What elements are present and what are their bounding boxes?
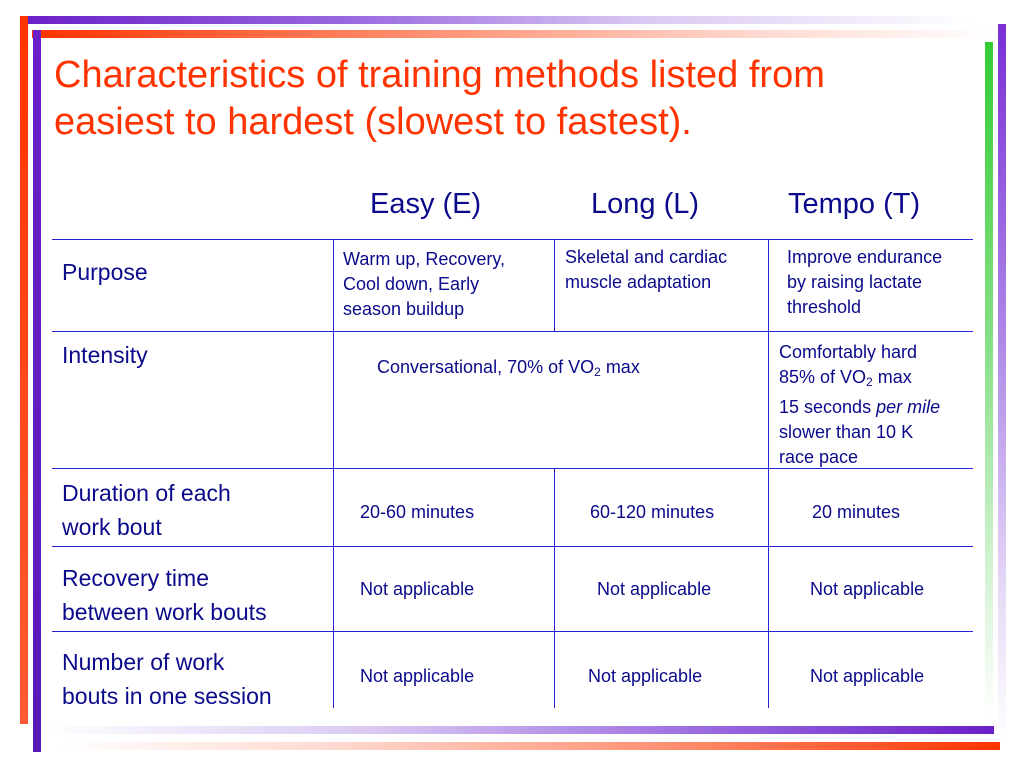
text-fragment: max — [600, 357, 640, 377]
emphasis-text: per mile — [876, 397, 941, 417]
table-rule — [52, 631, 973, 632]
cell-line: season buildup — [343, 299, 465, 319]
cell-line: Skeletal and cardiac — [565, 247, 728, 267]
subscript: 2 — [594, 365, 601, 379]
cell-line: Comfortably hard — [779, 342, 918, 362]
label-line: Number of work — [62, 649, 225, 675]
label-line: bouts in one session — [62, 683, 272, 709]
cell-purpose-long: Skeletal and cardiac muscle adaptation — [565, 245, 727, 295]
row-label-recovery: Recovery time between work bouts — [62, 561, 267, 629]
decorative-bar-left-inner — [33, 30, 41, 752]
table-column-rule — [554, 239, 555, 331]
decorative-bar-right-inner — [985, 42, 993, 722]
decorative-bar-top-inner — [32, 30, 994, 38]
decorative-bar-bottom-inner — [58, 742, 1000, 750]
cell-line: muscle adaptation — [565, 272, 712, 292]
slide-title: Characteristics of training methods list… — [54, 54, 825, 143]
label-line: Recovery time — [62, 565, 209, 591]
cell-line: threshold — [787, 297, 862, 317]
cell-line: race pace — [779, 447, 859, 467]
cell-line: 15 seconds per mile — [779, 395, 940, 420]
cell-recovery-long: Not applicable — [597, 579, 712, 599]
column-header-easy: Easy (E) — [370, 188, 482, 220]
cell-purpose-tempo: Improve endurance by raising lactate thr… — [787, 245, 942, 320]
cell-recovery-tempo: Not applicable — [810, 579, 925, 599]
table-rule — [52, 239, 973, 240]
table-rule — [52, 546, 973, 547]
table-rule — [52, 468, 973, 469]
table-column-rule — [333, 239, 334, 708]
cell-duration-tempo: 20 minutes — [812, 502, 901, 522]
column-header-tempo: Tempo (T) — [788, 188, 921, 220]
cell-intensity-easy-long: Conversational, 70% of VO2 max — [377, 355, 640, 385]
label-line: Duration of each — [62, 480, 231, 506]
cell-intensity-tempo: Comfortably hard 85% of VO2 max 15 secon… — [779, 340, 940, 470]
text-fragment: max — [872, 367, 912, 387]
table-rule — [52, 331, 973, 332]
decorative-bar-right-outer — [998, 24, 1006, 744]
cell-recovery-easy: Not applicable — [360, 579, 475, 599]
cell-line: slower than 10 K — [779, 422, 914, 442]
decorative-bar-bottom-outer — [42, 726, 994, 734]
label-line: between work bouts — [62, 599, 267, 625]
text-fragment: 85% of VO — [779, 367, 867, 387]
text-fragment: 15 seconds — [779, 397, 877, 417]
column-header-long: Long (L) — [591, 188, 700, 220]
cell-purpose-easy: Warm up, Recovery, Cool down, Early seas… — [343, 247, 505, 322]
cell-duration-long: 60-120 minutes — [590, 502, 715, 522]
label-line: work bout — [62, 514, 162, 540]
decorative-bar-left-outer — [20, 16, 28, 724]
cell-number-tempo: Not applicable — [810, 666, 925, 686]
table-column-rule — [768, 239, 769, 708]
text-fragment: Conversational, 70% of VO — [377, 357, 595, 377]
subscript: 2 — [866, 375, 873, 389]
cell-line: Cool down, Early — [343, 274, 480, 294]
cell-line: Conversational, 70% of VO2 max — [377, 355, 640, 385]
row-label-duration: Duration of each work bout — [62, 476, 231, 544]
decorative-bar-top-outer — [20, 16, 976, 24]
cell-number-long: Not applicable — [588, 666, 703, 686]
cell-line: 85% of VO2 max — [779, 365, 940, 395]
cell-line: by raising lactate — [787, 272, 923, 292]
table-column-rule — [554, 468, 555, 708]
row-label-purpose: Purpose — [62, 259, 148, 285]
cell-number-easy: Not applicable — [360, 666, 475, 686]
cell-line: Improve endurance — [787, 247, 943, 267]
cell-line: Warm up, Recovery, — [343, 249, 506, 269]
row-label-intensity: Intensity — [62, 342, 148, 368]
row-label-number: Number of work bouts in one session — [62, 645, 272, 713]
cell-duration-easy: 20-60 minutes — [360, 502, 475, 522]
